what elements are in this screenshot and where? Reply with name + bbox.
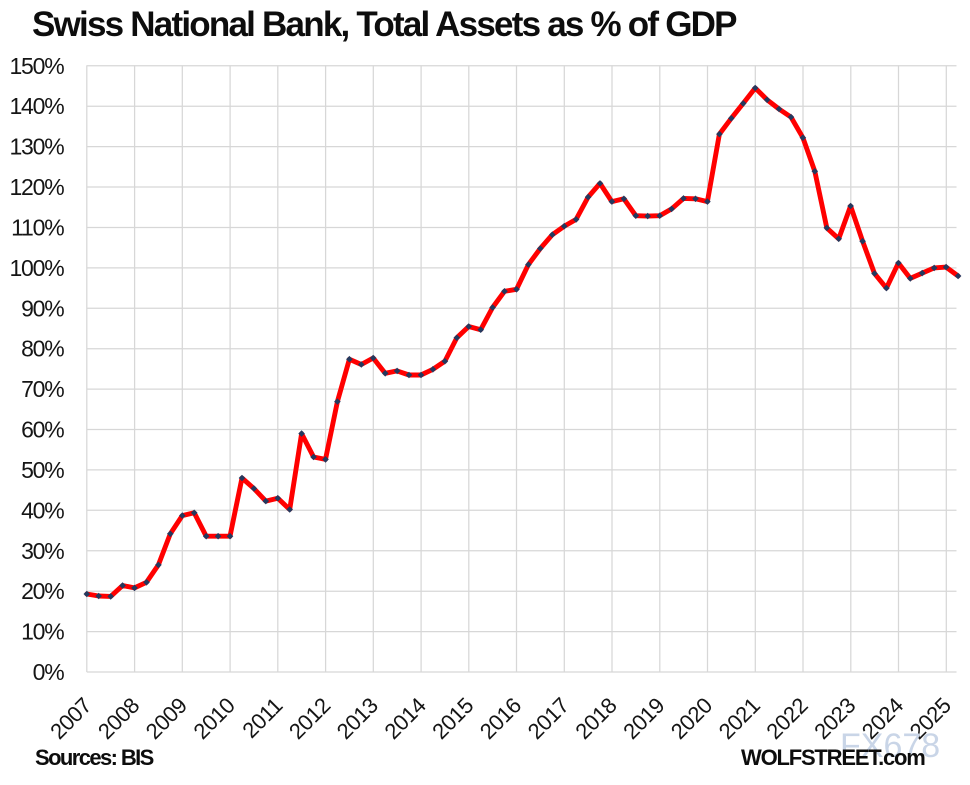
svg-text:100%: 100% — [9, 255, 64, 281]
svg-text:130%: 130% — [9, 134, 64, 160]
svg-text:50%: 50% — [21, 457, 64, 483]
svg-text:140%: 140% — [9, 93, 64, 119]
svg-text:FX678: FX678 — [840, 727, 940, 765]
svg-text:110%: 110% — [11, 215, 64, 241]
svg-text:30%: 30% — [21, 538, 64, 564]
svg-text:70%: 70% — [21, 376, 64, 402]
svg-text:120%: 120% — [9, 174, 64, 200]
svg-text:Swiss National Bank, Total Ass: Swiss National Bank, Total Assets as % o… — [32, 5, 737, 44]
svg-text:80%: 80% — [21, 336, 64, 362]
svg-text:10%: 10% — [21, 619, 64, 645]
svg-text:Sources: BIS: Sources: BIS — [35, 745, 154, 770]
svg-text:150%: 150% — [9, 53, 64, 79]
svg-text:0%: 0% — [33, 659, 65, 685]
svg-text:60%: 60% — [21, 417, 64, 443]
svg-text:20%: 20% — [21, 578, 64, 604]
svg-text:90%: 90% — [21, 295, 64, 321]
svg-text:WOLFSTREET.com: WOLFSTREET.com — [741, 745, 925, 770]
svg-text:40%: 40% — [21, 497, 64, 523]
